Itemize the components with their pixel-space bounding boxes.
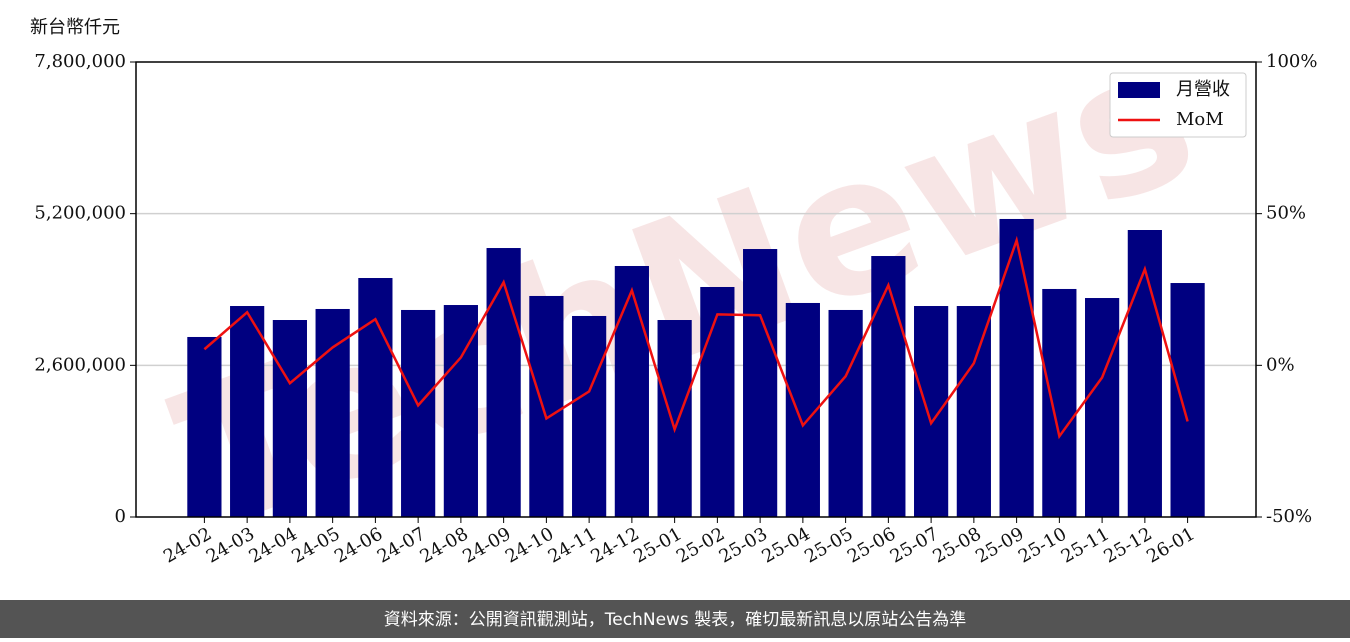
bar bbox=[956, 306, 991, 517]
bar bbox=[272, 320, 307, 517]
bar bbox=[401, 309, 436, 517]
x-tick-label: 24-10 bbox=[502, 523, 557, 567]
x-tick-label: 25-01 bbox=[630, 523, 685, 567]
x-tick-label: 25-05 bbox=[801, 523, 856, 567]
x-tick-label: 26-01 bbox=[1143, 523, 1198, 567]
x-tick-label: 25-09 bbox=[972, 523, 1027, 567]
x-tick-label: 25-11 bbox=[1058, 523, 1113, 567]
x-tick-label: 24-09 bbox=[459, 523, 514, 567]
legend-label: MoM bbox=[1176, 109, 1224, 130]
x-tick-label: 25-03 bbox=[716, 523, 771, 567]
x-tick-label: 24-02 bbox=[160, 523, 215, 567]
y-tick-label: 5,200,000 bbox=[34, 203, 126, 224]
x-tick-label: 25-10 bbox=[1015, 523, 1070, 567]
y2-tick-label: 0% bbox=[1266, 354, 1295, 375]
y2-tick-label: 100% bbox=[1266, 51, 1317, 72]
bar bbox=[1042, 288, 1077, 517]
y2-tick-label: 50% bbox=[1266, 203, 1306, 224]
legend-swatch bbox=[1118, 82, 1160, 98]
x-tick-label: 25-07 bbox=[887, 523, 942, 567]
bar bbox=[358, 278, 393, 517]
x-tick-label: 24-11 bbox=[545, 523, 600, 567]
bar bbox=[1127, 230, 1162, 517]
footer-text: 資料來源：公開資訊觀測站，TechNews 製表，確切最新訊息以原站公告為準 bbox=[384, 610, 966, 630]
y-tick-label: 2,600,000 bbox=[34, 354, 126, 375]
x-tick-label: 24-08 bbox=[416, 523, 471, 567]
bar bbox=[785, 302, 820, 517]
legend-label: 月營收 bbox=[1176, 79, 1230, 100]
bar bbox=[187, 336, 222, 517]
x-tick-label: 25-06 bbox=[844, 523, 899, 567]
bar bbox=[871, 256, 906, 517]
x-tick-label: 25-08 bbox=[929, 523, 984, 567]
bar bbox=[999, 218, 1034, 517]
bar bbox=[230, 306, 265, 517]
bar bbox=[700, 286, 735, 517]
bar bbox=[743, 249, 778, 517]
bar bbox=[914, 306, 949, 517]
bar bbox=[1170, 283, 1205, 517]
bar bbox=[1085, 298, 1120, 517]
bar bbox=[529, 295, 564, 517]
y2-tick-label: -50% bbox=[1266, 506, 1312, 527]
bar bbox=[486, 248, 521, 517]
y-tick-label: 0 bbox=[115, 506, 126, 527]
bar bbox=[443, 305, 478, 517]
bar bbox=[828, 309, 863, 517]
bar bbox=[572, 315, 607, 517]
line bbox=[203, 235, 1189, 440]
x-tick-label: 24-07 bbox=[374, 523, 429, 567]
bar bbox=[614, 265, 649, 517]
bar bbox=[657, 320, 692, 517]
x-tick-label: 25-02 bbox=[673, 523, 728, 567]
plot-frame bbox=[135, 61, 1257, 518]
x-tick-label: 25-04 bbox=[758, 523, 813, 567]
x-tick-label: 25-12 bbox=[1100, 523, 1155, 567]
footer-bar bbox=[0, 600, 1350, 638]
y-axis-label: 新台幣仟元 bbox=[30, 17, 120, 38]
bar bbox=[315, 308, 350, 517]
x-tick-label: 24-12 bbox=[587, 523, 642, 567]
y-tick-label: 7,800,000 bbox=[34, 51, 126, 72]
